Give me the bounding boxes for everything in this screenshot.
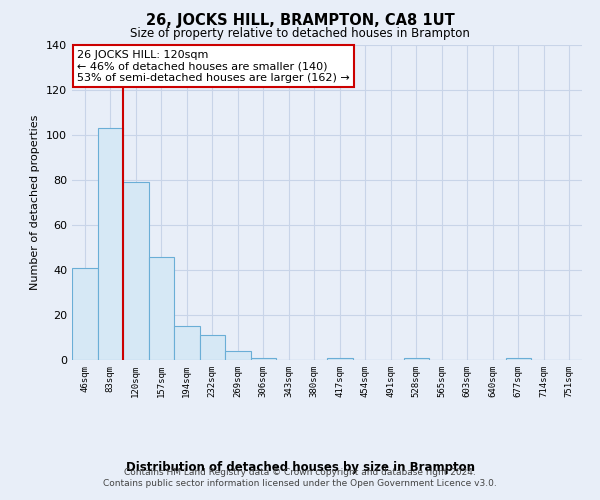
Bar	[123, 182, 149, 360]
Bar	[72, 268, 97, 360]
Bar	[174, 326, 199, 360]
Bar	[251, 358, 276, 360]
Bar	[327, 358, 353, 360]
Bar	[97, 128, 123, 360]
Y-axis label: Number of detached properties: Number of detached properties	[31, 115, 40, 290]
Text: Size of property relative to detached houses in Brampton: Size of property relative to detached ho…	[130, 28, 470, 40]
Bar	[199, 335, 225, 360]
Text: 26 JOCKS HILL: 120sqm
← 46% of detached houses are smaller (140)
53% of semi-det: 26 JOCKS HILL: 120sqm ← 46% of detached …	[77, 50, 350, 83]
Text: 26, JOCKS HILL, BRAMPTON, CA8 1UT: 26, JOCKS HILL, BRAMPTON, CA8 1UT	[146, 12, 454, 28]
Bar	[149, 256, 174, 360]
Bar	[225, 351, 251, 360]
Bar	[505, 358, 531, 360]
Text: Distribution of detached houses by size in Brampton: Distribution of detached houses by size …	[125, 461, 475, 474]
Bar	[404, 358, 429, 360]
Text: Contains HM Land Registry data © Crown copyright and database right 2024.
Contai: Contains HM Land Registry data © Crown c…	[103, 468, 497, 487]
